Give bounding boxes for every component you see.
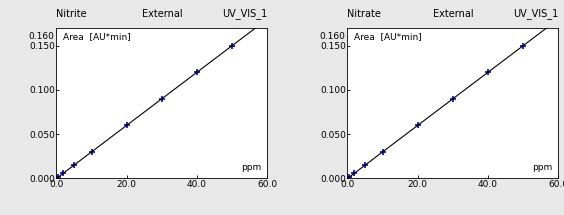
Text: External: External [433, 9, 473, 19]
Text: 0.160: 0.160 [28, 32, 54, 41]
Text: 0.160: 0.160 [319, 32, 345, 41]
Text: Area  [AU*min]: Area [AU*min] [63, 32, 130, 41]
Text: Nitrite: Nitrite [56, 9, 87, 19]
Text: UV_VIS_1: UV_VIS_1 [222, 8, 267, 19]
Text: ppm: ppm [241, 163, 261, 172]
Text: Area  [AU*min]: Area [AU*min] [354, 32, 421, 41]
Text: ppm: ppm [532, 163, 552, 172]
Text: Nitrate: Nitrate [347, 9, 381, 19]
Text: UV_VIS_1: UV_VIS_1 [513, 8, 558, 19]
Text: External: External [142, 9, 182, 19]
